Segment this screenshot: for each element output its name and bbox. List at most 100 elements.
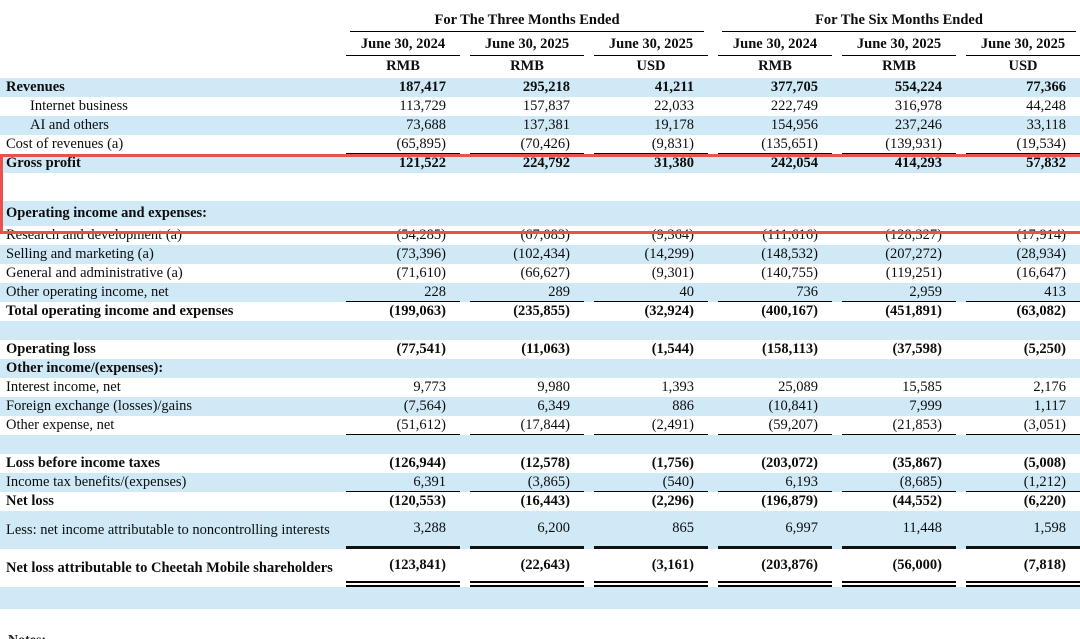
value-cell-5: (3,051) (966, 416, 1080, 435)
value-cell-0 (346, 359, 460, 378)
column-currency-header-0: RMB (346, 56, 460, 78)
table-row: Interest income, net9,7739,9801,39325,08… (0, 378, 1080, 397)
value-cell-1: (17,844) (470, 416, 584, 435)
value-cell-1: 157,837 (470, 97, 584, 116)
row-label: Research and development (a) (0, 227, 336, 243)
value-cell-5: (17,914) (966, 226, 1080, 245)
value-cell-0: (123,841) (346, 549, 460, 587)
notes-clipped-text: Notes: (8, 633, 46, 639)
table-row: Other expense, net(51,612)(17,844)(2,491… (0, 416, 1080, 435)
value-cell-5: 1,598 (966, 511, 1080, 549)
value-cell-5: 413 (966, 283, 1080, 302)
value-cell-4: 7,999 (842, 397, 956, 416)
table-row: Operating income and expenses: (0, 201, 1080, 226)
value-cell-5: (6,220) (966, 492, 1080, 511)
value-cell-4: (37,598) (842, 340, 956, 359)
value-cell-1: 6,200 (470, 511, 584, 549)
table-header-currencies: RMBRMBUSDRMBRMBUSD (0, 56, 1080, 78)
column-date-header-3: June 30, 2024 (718, 35, 832, 56)
row-label: Other operating income, net (0, 284, 336, 300)
table-row: Net loss(120,553)(16,443)(2,296)(196,879… (0, 492, 1080, 511)
value-cell-5: 2,176 (966, 378, 1080, 397)
row-label: Cost of revenues (a) (0, 136, 336, 152)
value-cell-1: (66,627) (470, 264, 584, 283)
value-cell-0: (54,285) (346, 226, 460, 245)
table-header-groups: For The Three Months Ended For The Six M… (0, 12, 1080, 32)
value-cell-4: 554,224 (842, 78, 956, 97)
value-cell-5: (5,250) (966, 340, 1080, 359)
value-cell-3 (718, 201, 832, 226)
value-cell-1: (3,865) (470, 473, 584, 492)
column-date-header-5: June 30, 2025 (966, 35, 1080, 56)
table-row: Gross profit121,522224,79231,380242,0544… (0, 154, 1080, 173)
value-cell-3: 222,749 (718, 97, 832, 116)
table-row: AI and others73,688137,38119,178154,9562… (0, 116, 1080, 135)
value-cell-4: (139,931) (842, 135, 956, 154)
table-header-dates: June 30, 2024June 30, 2025June 30, 2025J… (0, 35, 1080, 56)
value-cell-1: 224,792 (470, 154, 584, 173)
row-label: Net loss attributable to Cheetah Mobile … (0, 560, 336, 576)
value-cell-2: 19,178 (594, 116, 708, 135)
row-label: Revenues (0, 79, 336, 95)
value-cell-1 (470, 359, 584, 378)
group-header-three-months: For The Three Months Ended (350, 12, 704, 32)
row-label: Less: net income attributable to noncont… (0, 522, 336, 538)
value-cell-5 (966, 359, 1080, 378)
value-cell-2: 865 (594, 511, 708, 549)
value-cell-3: (203,876) (718, 549, 832, 587)
value-cell-3: (158,113) (718, 340, 832, 359)
value-cell-0: (120,553) (346, 492, 460, 511)
row-label: Net loss (0, 493, 336, 509)
value-cell-4: (56,000) (842, 549, 956, 587)
table-row: Loss before income taxes(126,944)(12,578… (0, 454, 1080, 473)
value-cell-5: 33,118 (966, 116, 1080, 135)
value-cell-1: (235,855) (470, 302, 584, 321)
value-cell-2: (540) (594, 473, 708, 492)
value-cell-3: 242,054 (718, 154, 832, 173)
value-cell-1: 6,349 (470, 397, 584, 416)
value-cell-2: 1,393 (594, 378, 708, 397)
value-cell-0: 121,522 (346, 154, 460, 173)
value-cell-0: (7,564) (346, 397, 460, 416)
row-label: Operating loss (0, 341, 336, 357)
value-cell-2: (3,161) (594, 549, 708, 587)
value-cell-2: (9,364) (594, 226, 708, 245)
value-cell-5 (966, 201, 1080, 226)
table-row: Income tax benefits/(expenses)6,391(3,86… (0, 473, 1080, 492)
table-row: Operating loss(77,541)(11,063)(1,544)(15… (0, 340, 1080, 359)
value-cell-0: (51,612) (346, 416, 460, 435)
column-date-header-1: June 30, 2025 (470, 35, 584, 56)
value-cell-4: (128,327) (842, 226, 956, 245)
row-label: Operating income and expenses: (0, 205, 336, 221)
income-statement-table: For The Three Months Ended For The Six M… (0, 0, 1080, 639)
value-cell-3: 25,089 (718, 378, 832, 397)
table-row: Revenues187,417295,21841,211377,705554,2… (0, 78, 1080, 97)
value-cell-4: (451,891) (842, 302, 956, 321)
table-row: Cost of revenues (a)(65,895)(70,426)(9,8… (0, 135, 1080, 154)
value-cell-1: 295,218 (470, 78, 584, 97)
value-cell-5: (5,008) (966, 454, 1080, 473)
value-cell-2: (9,831) (594, 135, 708, 154)
value-cell-4: 2,959 (842, 283, 956, 302)
value-cell-2: (1,544) (594, 340, 708, 359)
value-cell-2: (32,924) (594, 302, 708, 321)
value-cell-3: 6,193 (718, 473, 832, 492)
value-cell-4: 237,246 (842, 116, 956, 135)
value-cell-1: (16,443) (470, 492, 584, 511)
row-label: General and administrative (a) (0, 265, 336, 281)
table-row: Internet business113,729157,83722,033222… (0, 97, 1080, 116)
value-cell-5: (19,534) (966, 135, 1080, 154)
spacer-row (0, 173, 1080, 201)
value-cell-2 (594, 359, 708, 378)
value-cell-5: 1,117 (966, 397, 1080, 416)
table-row: Foreign exchange (losses)/gains(7,564)6,… (0, 397, 1080, 416)
value-cell-5: 44,248 (966, 97, 1080, 116)
value-cell-4: (8,685) (842, 473, 956, 492)
value-cell-0: (71,610) (346, 264, 460, 283)
row-label: Gross profit (0, 155, 336, 171)
row-label: Total operating income and expenses (0, 303, 336, 319)
value-cell-1 (470, 201, 584, 226)
value-cell-4: (44,552) (842, 492, 956, 511)
value-cell-3: (10,841) (718, 397, 832, 416)
value-cell-5: 77,366 (966, 78, 1080, 97)
